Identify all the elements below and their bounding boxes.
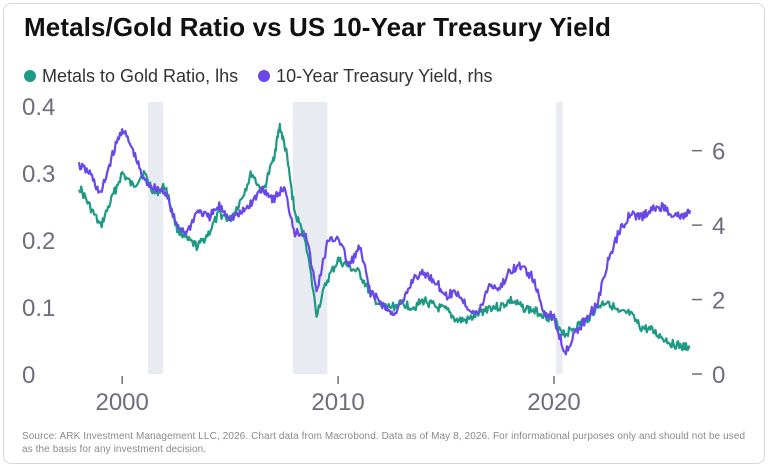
x-tick-label: 2010 — [311, 389, 364, 416]
chart-title: Metals/Gold Ratio vs US 10-Year Treasury… — [24, 12, 611, 42]
legend-marker-treasury-yield — [258, 70, 271, 82]
legend-item-metals-gold: Metals to Gold Ratio, lhs — [24, 66, 238, 87]
axes: 0 0.1 0.2 0.3 0.4 0 2 4 6 2000 2010 2020 — [22, 94, 725, 416]
y-left-tick-label: 0.3 — [22, 161, 55, 188]
legend-label-treasury-yield: 10-Year Treasury Yield, rhs — [276, 65, 493, 86]
y-left-tick-label: 0.2 — [22, 228, 55, 255]
series-line-metals-gold — [78, 122, 691, 352]
y-right-tick-label: 2 — [712, 288, 725, 315]
series-lines — [77, 122, 692, 356]
chart-legend: Metals to Gold Ratio, lhs 10-Year Treasu… — [24, 64, 513, 88]
chart-card: Metals/Gold Ratio vs US 10-Year Treasury… — [3, 3, 765, 464]
recession-band-1 — [292, 102, 328, 374]
source-note: Source: ARK Investment Management LLC, 2… — [22, 431, 746, 455]
y-right-tick-label: 0 — [712, 362, 725, 389]
series-line-treasury-yield — [77, 128, 692, 356]
recession-band-2 — [556, 102, 563, 374]
y-right-tick-label: 6 — [712, 139, 725, 166]
legend-label-metals-gold: Metals to Gold Ratio, lhs — [42, 65, 239, 86]
y-right-tick-label: 4 — [712, 213, 725, 240]
x-tick-label: 2000 — [95, 389, 148, 416]
recession-shading — [148, 102, 563, 374]
recession-band-0 — [148, 102, 164, 374]
x-tick-label: 2020 — [527, 389, 580, 416]
y-left-tick-label: 0.1 — [22, 295, 55, 322]
chart-plot: 0 0.1 0.2 0.3 0.4 0 2 4 6 2000 2010 2020 — [22, 94, 725, 416]
legend-marker-metals-gold — [24, 70, 36, 82]
legend-item-treasury-yield: 10-Year Treasury Yield, rhs — [258, 65, 493, 87]
y-left-tick-label: 0.4 — [22, 94, 55, 121]
y-left-tick-label: 0 — [22, 362, 35, 389]
